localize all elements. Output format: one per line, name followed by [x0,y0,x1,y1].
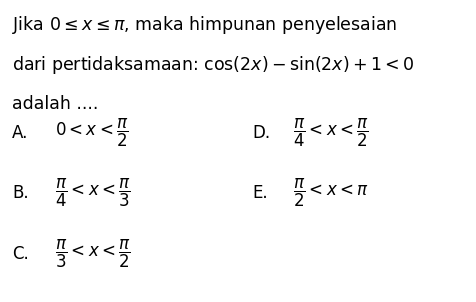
Text: C.: C. [12,245,29,263]
Text: $0 < x < \dfrac{\pi}{2}$: $0 < x < \dfrac{\pi}{2}$ [55,117,129,149]
Text: Jika $0 \leq x \leq \pi$, maka himpunan penyelesaian: Jika $0 \leq x \leq \pi$, maka himpunan … [12,14,397,36]
Text: adalah ....: adalah .... [12,95,98,113]
Text: $\dfrac{\pi}{4} < x < \dfrac{\pi}{2}$: $\dfrac{\pi}{4} < x < \dfrac{\pi}{2}$ [293,117,368,149]
Text: E.: E. [252,184,268,202]
Text: $\dfrac{\pi}{3} < x < \dfrac{\pi}{2}$: $\dfrac{\pi}{3} < x < \dfrac{\pi}{2}$ [55,238,130,270]
Text: D.: D. [252,124,270,142]
Text: $\dfrac{\pi}{4} < x < \dfrac{\pi}{3}$: $\dfrac{\pi}{4} < x < \dfrac{\pi}{3}$ [55,177,130,209]
Text: B.: B. [12,184,29,202]
Text: $\dfrac{\pi}{2} < x < \pi$: $\dfrac{\pi}{2} < x < \pi$ [293,177,368,209]
Text: A.: A. [12,124,28,142]
Text: dari pertidaksamaan: $\mathrm{cos}(2x) - \mathrm{sin}(2x) + 1 < 0$: dari pertidaksamaan: $\mathrm{cos}(2x) -… [12,54,414,76]
